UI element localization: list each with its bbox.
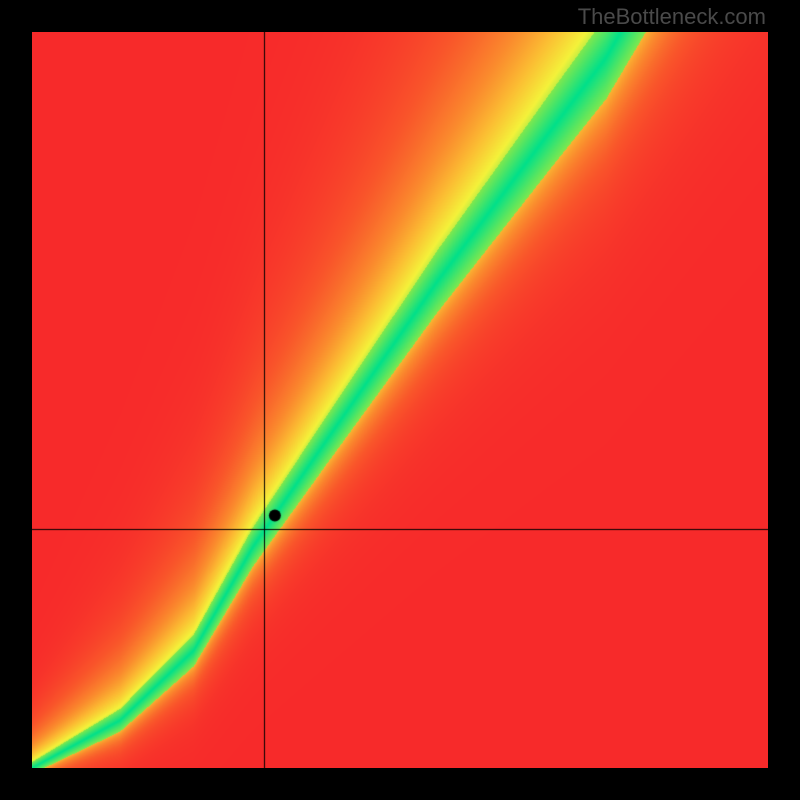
figure-container: TheBottleneck.com: [0, 0, 800, 800]
plot-area: [32, 32, 768, 768]
attribution-text: TheBottleneck.com: [578, 4, 766, 30]
overlay-canvas: [32, 32, 768, 768]
